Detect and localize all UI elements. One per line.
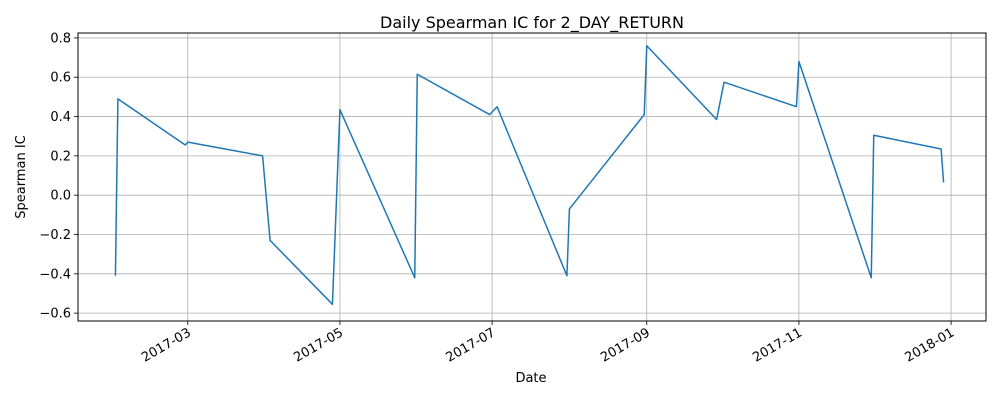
series-line-0 [114, 45, 945, 306]
y-tick-label: −0.4 [39, 267, 71, 282]
chart-title: Daily Spearman IC for 2_DAY_RETURN [380, 13, 684, 33]
y-axis-title: Spearman IC [14, 135, 29, 219]
x-axis-title: Date [515, 371, 546, 386]
plot-frame [77, 32, 987, 322]
grid-lines [78, 33, 986, 321]
y-tick-label: −0.2 [39, 228, 71, 243]
series-line-group [114, 45, 945, 306]
y-tick-label: 0.8 [50, 31, 71, 46]
y-tick-label: 0.6 [50, 71, 71, 86]
y-tick-label: 0.4 [50, 110, 71, 125]
y-tick-label: 0.2 [50, 149, 71, 164]
y-tick-label: −0.6 [39, 307, 71, 322]
y-tick-label: 0.0 [50, 189, 71, 204]
